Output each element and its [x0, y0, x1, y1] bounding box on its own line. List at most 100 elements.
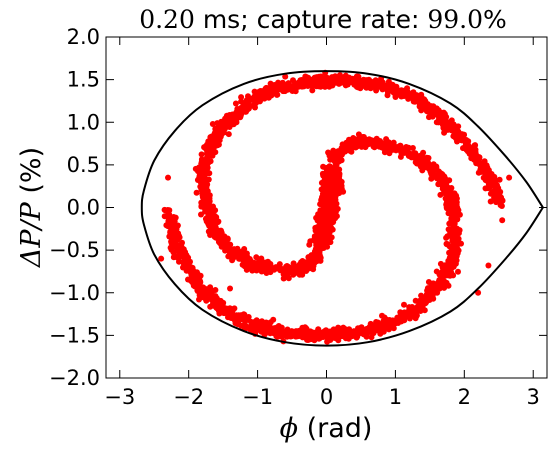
x-axis-unit: (rad) [298, 413, 372, 444]
arm-1-particle [406, 315, 413, 322]
arm-2-particle [198, 203, 205, 210]
arm-2-particle [198, 211, 204, 218]
arm-1-particle [234, 319, 241, 325]
arm-2-particle [319, 78, 325, 84]
arm-1-particle [316, 335, 323, 342]
arm-1-particle [446, 243, 453, 250]
arm-1-particle [212, 299, 219, 306]
arm-1-particle [229, 311, 236, 318]
arm-2-particle [204, 194, 211, 201]
arm-2-particle [310, 252, 317, 259]
arm-1-particle [327, 332, 334, 339]
arm-1-particle [443, 189, 450, 196]
arm-2-particle [332, 74, 339, 81]
arm-2-particle [226, 249, 233, 256]
arm-1-particle [350, 135, 357, 141]
arm-1-particle [401, 309, 408, 316]
arm-2-particle [443, 120, 450, 127]
y-axis-symbol: ΔP/P [16, 201, 47, 268]
arm-2-particle [253, 254, 260, 261]
arm-1-particle [267, 319, 274, 326]
arm-2-particle [270, 83, 277, 90]
outlier-particle [165, 174, 172, 181]
arm-1-particle [435, 284, 442, 291]
arm-2-particle [207, 216, 214, 223]
arm-1-particle [258, 327, 265, 334]
arm-2-particle [423, 104, 430, 111]
arm-1-particle [303, 325, 310, 332]
arm-2-particle [361, 82, 368, 89]
arm-1-particle [175, 254, 182, 261]
x-tick-label: 3 [527, 385, 540, 409]
arm-2-particle [322, 83, 328, 90]
chart-title: 0.20 ms; capture rate: 99.0% [139, 5, 507, 34]
arm-2-particle [421, 96, 428, 103]
arm-2-particle [225, 242, 232, 249]
outlier-particle [506, 174, 513, 181]
arm-1-particle [413, 312, 420, 319]
arm-2-particle [254, 89, 261, 96]
arm-1-particle [282, 328, 289, 335]
arm-1-particle [404, 147, 411, 154]
arm-2-particle [357, 80, 364, 87]
arm-2-particle [264, 258, 271, 265]
arm-2-particle [440, 109, 447, 116]
arm-2-particle [225, 131, 232, 138]
arm-2-particle [464, 145, 471, 152]
arm-1-particle [312, 335, 319, 341]
arm-1-particle [446, 177, 453, 184]
arm-1-particle [359, 134, 366, 140]
arm-2-particle [398, 89, 405, 96]
arm-1-particle [381, 149, 388, 156]
y-tick-label: −1.5 [49, 323, 100, 347]
arm-2-particle [246, 256, 253, 262]
arm-2-particle [282, 88, 288, 95]
arm-2-particle [481, 158, 488, 165]
arm-2-particle [198, 151, 205, 158]
arm-2-particle [418, 102, 425, 109]
arm-1-particle [249, 325, 256, 332]
arm-2-particle [485, 185, 491, 192]
arm-1-particle [453, 199, 460, 206]
core-particle [328, 175, 335, 182]
x-tick-label: −2 [173, 385, 204, 409]
arm-2-particle [253, 261, 260, 268]
core-particle [319, 190, 326, 197]
arm-2-particle [264, 85, 271, 92]
arm-1-particle [363, 333, 370, 340]
arm-1-particle [183, 267, 190, 274]
arm-2-particle [379, 82, 386, 89]
arm-1-particle [298, 330, 305, 337]
y-tick-label: 0.0 [67, 196, 100, 220]
arm-1-particle [161, 206, 168, 213]
outlier-particle [158, 255, 165, 262]
arm-2-particle [311, 75, 318, 81]
separatrix-layer [140, 70, 544, 347]
arm-1-particle [309, 329, 316, 336]
arm-1-particle [394, 144, 401, 151]
arm-1-particle [278, 324, 285, 331]
arm-2-particle [218, 229, 225, 236]
arm-2-particle [196, 164, 202, 171]
arm-1-particle [188, 275, 195, 282]
arm-1-particle [440, 172, 447, 179]
core-particle [313, 214, 320, 221]
arm-2-particle [496, 192, 503, 199]
arm-2-particle [224, 236, 231, 243]
arm-2-particle [198, 182, 205, 189]
core-particle [333, 181, 340, 188]
arm-1-particle [442, 282, 449, 289]
core-particle [332, 196, 339, 203]
arm-2-particle [255, 95, 262, 102]
arm-1-particle [421, 294, 428, 301]
arm-1-particle [175, 230, 182, 237]
arm-1-particle [449, 226, 456, 233]
y-axis-unit: (%) [16, 147, 47, 202]
arm-2-particle [454, 128, 461, 135]
arm-1-particle [339, 333, 346, 340]
arm-1-particle [220, 307, 227, 314]
arm-1-particle [212, 293, 219, 300]
arm-2-particle [233, 119, 240, 126]
arm-1-particle [170, 254, 177, 261]
arm-2-particle [282, 272, 289, 279]
